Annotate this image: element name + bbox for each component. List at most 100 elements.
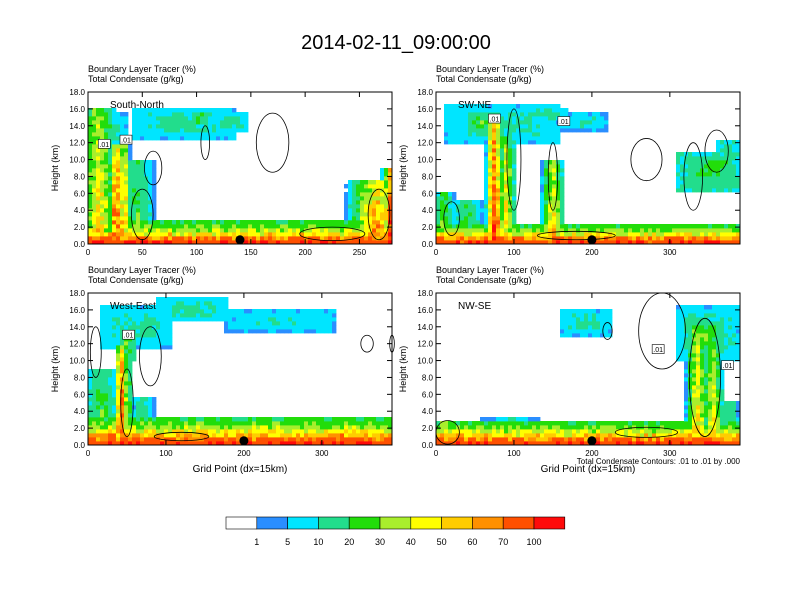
colorbar-label: 10 — [313, 537, 323, 547]
heatmap-cell — [452, 224, 457, 229]
heatmap-cell — [112, 224, 117, 229]
heatmap-cell — [120, 152, 125, 157]
heatmap-cell — [272, 224, 277, 229]
heatmap-cell — [236, 220, 241, 225]
heatmap-cell — [452, 196, 457, 201]
heatmap-cell — [100, 172, 105, 177]
heatmap-cell — [368, 232, 373, 237]
heatmap-cell — [484, 132, 489, 137]
heatmap-cell — [328, 309, 333, 314]
heatmap-cell — [344, 184, 349, 189]
heatmap-cell — [216, 429, 221, 434]
heatmap-cell — [156, 417, 161, 422]
heatmap-cell — [448, 232, 453, 237]
heatmap-cell — [164, 317, 169, 322]
heatmap-cell — [464, 204, 469, 209]
heatmap-cell — [152, 200, 157, 205]
panel-west-east: Boundary Layer Tracer (%)Total Condensat… — [50, 265, 395, 475]
heatmap-cell — [92, 184, 97, 189]
heatmap-cell — [552, 437, 557, 442]
heatmap-cell — [364, 212, 369, 217]
heatmap-cell — [612, 228, 617, 233]
heatmap-cell — [352, 429, 357, 434]
heatmap-cell — [604, 224, 609, 229]
heatmap-cell — [704, 441, 709, 446]
heatmap-cell — [636, 224, 641, 229]
heatmap-cell — [564, 437, 569, 442]
heatmap-cell — [224, 116, 229, 121]
heatmap-cell — [704, 309, 709, 314]
heatmap-cell — [504, 164, 509, 169]
heatmap-cell — [112, 325, 117, 330]
heatmap-cell — [664, 433, 669, 438]
heatmap-cell — [224, 128, 229, 133]
heatmap-cell — [564, 124, 569, 129]
heatmap-cell — [684, 309, 689, 314]
heatmap-cell — [648, 429, 653, 434]
colorbar-swatch — [256, 516, 288, 530]
heatmap-cell — [640, 240, 645, 245]
heatmap-cell — [116, 385, 121, 390]
heatmap-cell — [712, 341, 717, 346]
heatmap-cell — [92, 397, 97, 402]
heatmap-cell — [308, 313, 313, 318]
heatmap-cell — [700, 152, 705, 157]
heatmap-cell — [284, 425, 289, 430]
heatmap-cell — [352, 220, 357, 225]
heatmap-cell — [464, 429, 469, 434]
heatmap-cell — [124, 220, 129, 225]
heatmap-cell — [468, 124, 473, 129]
heatmap-cell — [192, 417, 197, 422]
heatmap-cell — [588, 232, 593, 237]
heatmap-cell — [220, 116, 225, 121]
heatmap-cell — [636, 441, 641, 446]
heatmap-cell — [704, 377, 709, 382]
heatmap-cell — [216, 301, 221, 306]
heatmap-cell — [156, 441, 161, 446]
heatmap-cell — [556, 200, 561, 205]
heatmap-cell — [192, 116, 197, 121]
heatmap-cell — [156, 240, 161, 245]
heatmap-cell — [316, 425, 321, 430]
heatmap-cell — [708, 381, 713, 386]
heatmap-cell — [108, 437, 113, 442]
heatmap-cell — [340, 220, 345, 225]
heatmap-cell — [480, 120, 485, 125]
heatmap-cell — [696, 176, 701, 181]
heatmap-cell — [148, 212, 153, 217]
heatmap-cell — [128, 220, 133, 225]
heatmap-cell — [140, 232, 145, 237]
heatmap-cell — [112, 152, 117, 157]
heatmap-cell — [564, 433, 569, 438]
heatmap-cell — [644, 232, 649, 237]
heatmap-cell — [624, 228, 629, 233]
heatmap-cell — [188, 417, 193, 422]
heatmap-cell — [140, 321, 145, 326]
heatmap-cell — [704, 425, 709, 430]
heatmap-cell — [492, 208, 497, 213]
heatmap-cell — [160, 421, 165, 426]
heatmap-cell — [712, 417, 717, 422]
heatmap-cell — [124, 309, 129, 314]
heatmap-cell — [352, 417, 357, 422]
heatmap-cell — [528, 421, 533, 426]
y-tick-label: 6.0 — [422, 390, 434, 399]
heatmap-cell — [324, 417, 329, 422]
heatmap-cell — [356, 188, 361, 193]
heatmap-cell — [104, 180, 109, 185]
heatmap-cell — [452, 124, 457, 129]
heatmap-cell — [496, 160, 501, 165]
heatmap-cell — [696, 329, 701, 334]
heatmap-cell — [160, 333, 165, 338]
heatmap-cell — [168, 132, 173, 137]
heatmap-cell — [520, 224, 525, 229]
heatmap-cell — [676, 433, 681, 438]
heatmap-cell — [600, 240, 605, 245]
heatmap-cell — [720, 184, 725, 189]
heatmap-cell — [288, 240, 293, 245]
heatmap-cell — [696, 441, 701, 446]
heatmap-cell — [112, 184, 117, 189]
heatmap-cell — [596, 321, 601, 326]
heatmap-cell — [276, 228, 281, 233]
heatmap-cell — [88, 417, 93, 422]
